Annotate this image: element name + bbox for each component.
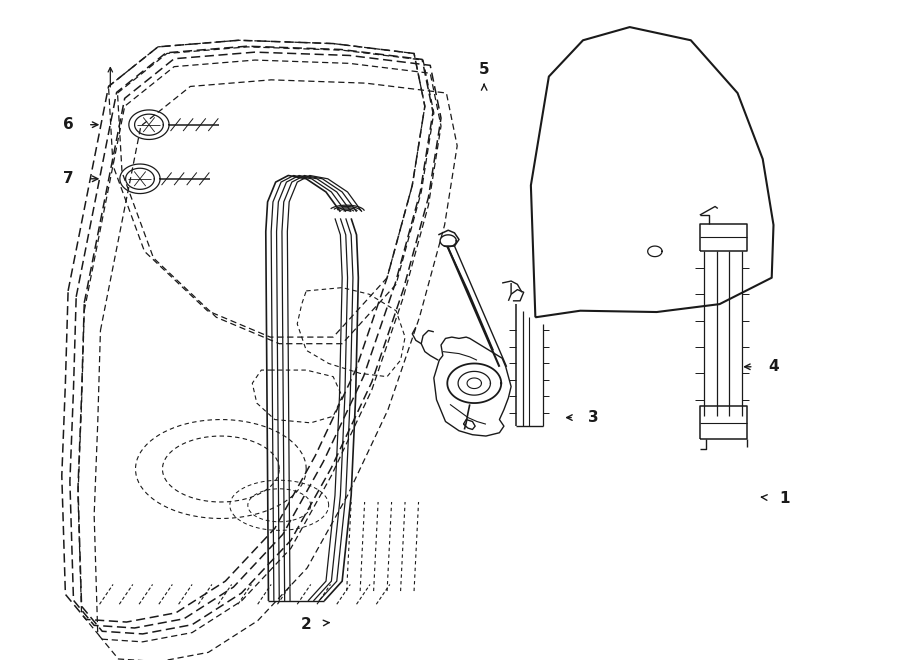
Text: 3: 3 xyxy=(589,410,599,425)
Text: 4: 4 xyxy=(769,360,778,374)
Text: 5: 5 xyxy=(479,62,490,77)
Text: 2: 2 xyxy=(301,617,311,631)
Text: 6: 6 xyxy=(63,117,74,132)
Text: 1: 1 xyxy=(779,491,789,506)
Text: 7: 7 xyxy=(63,171,74,186)
